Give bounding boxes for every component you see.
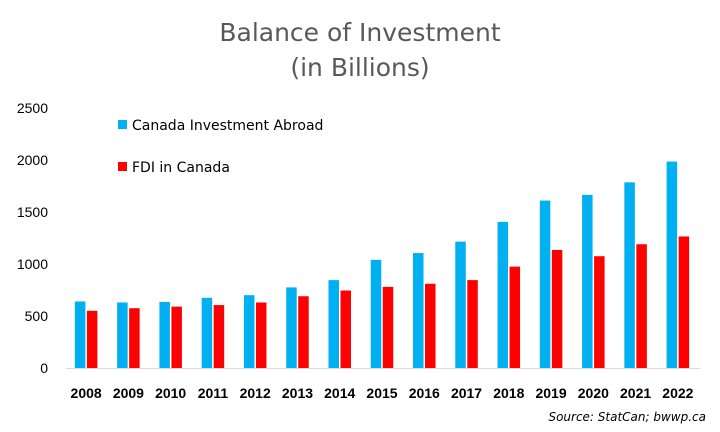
bar-fdi-in-canada-2013 (298, 296, 309, 368)
bar-fdi-in-canada-2008 (86, 310, 98, 368)
legend-swatch-canada-investment-abroad (118, 120, 127, 129)
x-tick-label: 2022 (662, 385, 693, 401)
x-tick-label: 2009 (113, 385, 144, 401)
y-tick-label: 0 (40, 360, 48, 376)
x-tick-label: 2016 (409, 385, 440, 401)
bar-fdi-in-canada-2017 (467, 280, 478, 368)
y-tick-label: 1500 (17, 204, 48, 220)
chart-title-line-2: (in Billions) (290, 53, 430, 82)
x-tick-label: 2018 (493, 385, 524, 401)
bar-canada-investment-abroad-2013 (286, 287, 297, 368)
bar-fdi-in-canada-2016 (425, 283, 436, 368)
x-tick-label: 2008 (71, 385, 102, 401)
bar-canada-investment-abroad-2016 (413, 253, 424, 368)
x-tick-label: 2021 (620, 385, 651, 401)
bar-canada-investment-abroad-2015 (370, 259, 382, 368)
bar-fdi-in-canada-2014 (340, 290, 351, 368)
bar-fdi-in-canada-2019 (551, 249, 563, 368)
bar-fdi-in-canada-2018 (509, 266, 521, 368)
bar-canada-investment-abroad-2010 (159, 301, 170, 368)
bar-fdi-in-canada-2012 (255, 302, 267, 368)
legend-label: Canada Investment Abroad (132, 118, 323, 134)
x-tick-label: 2011 (198, 385, 229, 401)
bar-canada-investment-abroad-2020 (582, 194, 593, 368)
x-tick-label: 2013 (282, 385, 313, 401)
chart-title-line-1: Balance of Investment (219, 18, 501, 47)
bar-fdi-in-canada-2022 (678, 236, 690, 368)
bar-fdi-in-canada-2015 (382, 286, 394, 368)
bar-canada-investment-abroad-2019 (539, 200, 551, 368)
y-tick-label: 2000 (17, 152, 48, 168)
x-tick-label: 2012 (240, 385, 271, 401)
bar-fdi-in-canada-2010 (171, 306, 182, 368)
bar-canada-investment-abroad-2017 (455, 241, 466, 368)
x-tick-label: 2014 (324, 385, 355, 401)
bar-canada-investment-abroad-2021 (624, 182, 635, 368)
source-note: Source: StatCan; bwwp.ca (548, 410, 706, 424)
bar-canada-investment-abroad-2008 (74, 301, 86, 368)
bar-canada-investment-abroad-2009 (117, 302, 128, 368)
bar-fdi-in-canada-2011 (213, 305, 225, 368)
bar-canada-investment-abroad-2022 (666, 161, 678, 368)
legend-label: FDI in Canada (132, 160, 230, 176)
y-tick-label: 500 (25, 308, 49, 324)
legend-swatch-fdi-in-canada (118, 162, 127, 171)
x-tick-label: 2017 (451, 385, 482, 401)
bar-fdi-in-canada-2020 (594, 256, 605, 368)
x-tick-label: 2020 (578, 385, 609, 401)
bar-canada-investment-abroad-2012 (243, 295, 255, 368)
bar-fdi-in-canada-2021 (636, 244, 647, 368)
x-tick-label: 2015 (366, 385, 397, 401)
bar-canada-investment-abroad-2011 (201, 297, 213, 368)
bar-canada-investment-abroad-2018 (497, 221, 509, 368)
y-tick-label: 2500 (17, 100, 48, 116)
bar-canada-investment-abroad-2014 (328, 280, 339, 368)
bar-fdi-in-canada-2009 (129, 308, 140, 368)
x-tick-label: 2010 (155, 385, 186, 401)
x-tick-label: 2019 (535, 385, 566, 401)
y-tick-label: 1000 (17, 256, 48, 272)
